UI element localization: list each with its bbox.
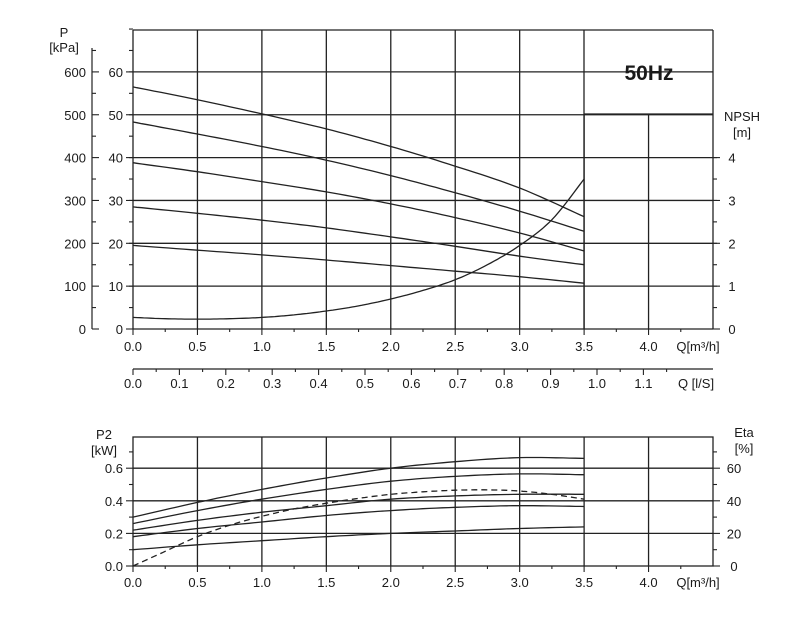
kpa-tick-label: 0 xyxy=(79,322,86,337)
eta-axis-unit: [%] xyxy=(735,441,754,456)
kpa-tick-label: 300 xyxy=(64,193,86,208)
head-tick-label: 0 xyxy=(116,322,123,337)
frequency-badge: 50Hz xyxy=(624,62,673,85)
q-tick-label: 0.5 xyxy=(188,339,206,354)
q-tick-label: 3.5 xyxy=(575,339,593,354)
q-tick-label: 0.5 xyxy=(188,575,206,590)
eta-tick-label: 40 xyxy=(727,494,741,509)
eta-axis-label: Eta xyxy=(734,425,754,440)
kpa-tick-label: 600 xyxy=(64,65,86,80)
q-axis-label: Q[m³/h] xyxy=(676,339,719,354)
plot-frame xyxy=(132,436,714,567)
power-curve-2 xyxy=(132,473,585,525)
q-tick-label: 4.0 xyxy=(640,339,658,354)
q-tick-label: 1.5 xyxy=(317,339,335,354)
ls-tick-label: 1.0 xyxy=(588,376,606,391)
q-tick-label: 1.0 xyxy=(253,575,271,590)
q-tick-label: 4.0 xyxy=(640,575,658,590)
ls-tick-label: 0.0 xyxy=(124,376,142,391)
head-tick-label: 40 xyxy=(109,151,123,166)
ls-tick-label: 0.9 xyxy=(542,376,560,391)
eta-tick-label: 20 xyxy=(727,526,741,541)
npsh-tick-label: 3 xyxy=(728,193,735,208)
kpa-tick-label: 400 xyxy=(64,151,86,166)
power-curve-5 xyxy=(132,526,585,551)
head-curve-4 xyxy=(132,206,585,266)
ls-tick-label: 0.8 xyxy=(495,376,513,391)
q-tick-label: 2.5 xyxy=(446,339,464,354)
npsh-axis-unit: [m] xyxy=(733,125,751,140)
q-tick-label: 1.0 xyxy=(253,339,271,354)
p2-tick-label: 0.4 xyxy=(105,494,123,509)
p2-tick-label: 0.6 xyxy=(105,461,123,476)
q-tick-label: 3.0 xyxy=(511,575,529,590)
npsh-tick-label: 1 xyxy=(728,279,735,294)
npsh-tick-label: 2 xyxy=(728,236,735,251)
p2-axis-label: P2 xyxy=(96,427,112,442)
head-curve-3 xyxy=(132,162,585,252)
q-tick-label: 3.5 xyxy=(575,575,593,590)
ls-tick-label: 0.4 xyxy=(310,376,328,391)
head-tick-label: 20 xyxy=(109,236,123,251)
head-tick-label: 10 xyxy=(109,279,123,294)
kpa-axis-label: P xyxy=(60,25,69,40)
power-curve-1 xyxy=(132,456,585,518)
ls-tick-label: 1.1 xyxy=(634,376,652,391)
npsh-tick-label: 4 xyxy=(728,151,735,166)
efficiency-curve xyxy=(132,489,585,567)
power-curve-3 xyxy=(132,493,585,531)
head-npsh-chart: 50Hz0100200300400500600P[kPa]01020304050… xyxy=(49,25,760,354)
q-tick-label: 0.0 xyxy=(124,339,142,354)
flow-ls-axis: 0.0 0.1 0.2 0.3 0.4 0.5 0.6 0.7 0.8 0.9 1.0 1.1 Q [l… xyxy=(124,368,714,391)
eta-tick-label: 0 xyxy=(730,559,737,574)
npsh-curve xyxy=(132,178,585,320)
p2-axis-unit: [kW] xyxy=(91,443,117,458)
q-tick-label: 1.5 xyxy=(317,575,335,590)
eta-tick-label: 60 xyxy=(727,461,741,476)
head-curve-2 xyxy=(132,121,585,232)
head-tick-label: 30 xyxy=(109,193,123,208)
power-efficiency-chart: 0.0 0.2 0.4 0.6 P2[kW] 0 20 40 60 Eta[%] 0.0 0.5 1.0… xyxy=(91,425,755,590)
q-tick-label: 0.0 xyxy=(124,575,142,590)
ls-tick-label: 0.7 xyxy=(449,376,467,391)
q-axis-label: Q[m³/h] xyxy=(676,575,719,590)
npsh-axis-label: NPSH xyxy=(724,109,760,124)
head-tick-label: 50 xyxy=(109,108,123,123)
head-curve-5 xyxy=(132,244,585,284)
head-curve-1 xyxy=(132,86,585,218)
ls-tick-label: 0.3 xyxy=(263,376,281,391)
kpa-axis-unit: [kPa] xyxy=(49,40,79,55)
head-tick-label: 60 xyxy=(109,65,123,80)
q-tick-label: 2.5 xyxy=(446,575,464,590)
q-tick-label: 2.0 xyxy=(382,339,400,354)
q-tick-label: 2.0 xyxy=(382,575,400,590)
ls-axis-label: Q [l/S] xyxy=(678,376,714,391)
ls-tick-label: 0.1 xyxy=(170,376,188,391)
npsh-tick-label: 0 xyxy=(728,322,735,337)
ls-tick-label: 0.5 xyxy=(356,376,374,391)
p2-tick-label: 0.0 xyxy=(105,559,123,574)
kpa-tick-label: 100 xyxy=(64,279,86,294)
kpa-tick-label: 200 xyxy=(64,236,86,251)
p2-tick-label: 0.2 xyxy=(105,526,123,541)
power-curve-4 xyxy=(132,505,585,538)
kpa-tick-label: 500 xyxy=(64,108,86,123)
ls-tick-label: 0.6 xyxy=(402,376,420,391)
q-tick-label: 3.0 xyxy=(511,339,529,354)
ls-tick-label: 0.2 xyxy=(217,376,235,391)
